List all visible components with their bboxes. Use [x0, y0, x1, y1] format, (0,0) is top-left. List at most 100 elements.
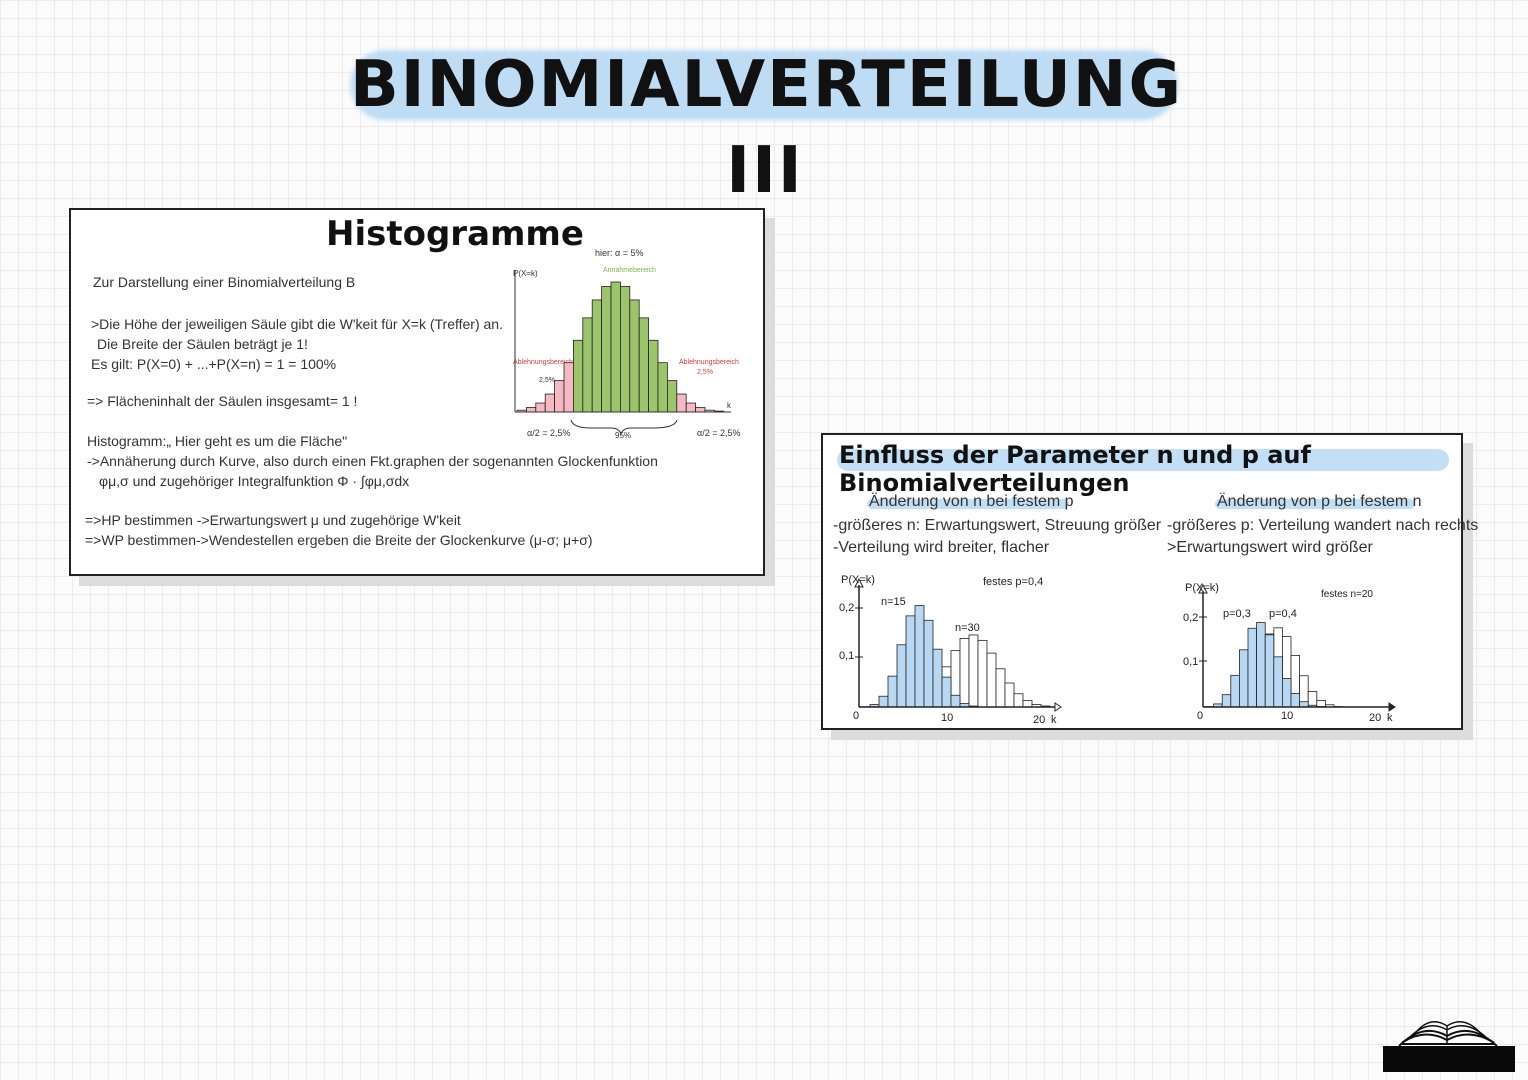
- right-line: >Erwartungswert wird größer: [1167, 539, 1373, 556]
- bar-n15: [878, 695, 889, 708]
- n-change-chart: P(X=k) festes p=0,4 n=15 n=30 0,2 0,1 0 …: [839, 574, 1062, 725]
- heading-highlight: [867, 499, 1069, 509]
- right-heading: Änderung von p bei festem n: [1217, 493, 1422, 510]
- bar-n15: [905, 615, 916, 708]
- series-label-n30: n=30: [955, 622, 980, 634]
- text-line: => Flächeninhalt der Säulen insgesamt= 1…: [87, 393, 358, 409]
- bar-n30: [1022, 700, 1033, 708]
- bar-n30: [1004, 682, 1015, 708]
- title-banner: BINOMIALVERTEILUNG III: [350, 42, 1181, 208]
- x-tick-label: 10: [1281, 710, 1293, 722]
- einfluss-title: Einfluss der Parameter n und p auf Binom…: [839, 441, 1311, 497]
- text-line: Es gilt: P(X=0) + ...+P(X=n) = 1 = 100%: [91, 356, 337, 372]
- bar-n30: [986, 652, 997, 708]
- einfluss-card: Einfluss der Parameter n und p auf Binom…: [821, 433, 1478, 730]
- x-tick-label: 0: [853, 710, 859, 722]
- text-line: Histogramm:„ Hier geht es um die Fläche": [87, 433, 348, 449]
- histogramme-card: Histogramme Zur Darstellung einer Binomi…: [69, 208, 765, 576]
- bar-n30: [968, 634, 979, 708]
- histogram-bar: [582, 317, 593, 413]
- x-axis-label: k: [727, 401, 732, 410]
- bar-n30: [1013, 693, 1024, 708]
- histogram-bar: [610, 281, 621, 413]
- histogram-bar: [685, 402, 696, 413]
- histogram-bar: [620, 286, 631, 413]
- note-label: hier: α = 5%: [595, 248, 643, 258]
- x-axis-label: k: [1387, 712, 1393, 724]
- x-tick-label: 20: [1033, 714, 1045, 725]
- text-line: φμ,σ und zugehöriger Integralfunktion Φ …: [99, 473, 410, 489]
- annotation-left-pct: 2,5%: [539, 377, 555, 384]
- histogram-bar: [629, 299, 640, 413]
- bar-n15: [923, 619, 934, 708]
- bar-p04: [1316, 700, 1326, 708]
- left-line: -Verteilung wird breiter, flacher: [833, 539, 1050, 556]
- y-tick-label: 0,1: [839, 650, 854, 662]
- histogram-bar: [601, 286, 612, 413]
- x-axis-label: k: [1051, 714, 1057, 725]
- histogramme-title: Histogramme: [326, 214, 584, 254]
- left-heading: Änderung von n bei festem p: [869, 493, 1074, 510]
- bar-n15: [941, 676, 952, 708]
- y-tick-label: 0,2: [1183, 612, 1198, 624]
- bar-p03: [1273, 656, 1283, 708]
- bar-p03: [1256, 622, 1266, 708]
- bar-n30: [959, 638, 970, 708]
- annotation-accept: Annahmebereich: [603, 267, 656, 274]
- text-line: =>WP bestimmen->Wendestellen ergeben die…: [85, 532, 593, 548]
- bar-n30: [995, 668, 1006, 708]
- note-label: festes p=0,4: [983, 576, 1043, 588]
- heading-highlight: [1215, 499, 1415, 509]
- book-icon: [1398, 1021, 1498, 1047]
- histogram-bar: [554, 380, 565, 413]
- histogram-bar: [563, 362, 574, 413]
- annotation-95: 95%: [615, 431, 631, 440]
- x-tick-label: 10: [941, 712, 953, 724]
- text-line: Zur Darstellung einer Binomialverteilung…: [93, 274, 356, 290]
- histogram-bar: [573, 339, 584, 413]
- bar-p03: [1299, 701, 1309, 708]
- page-title: BINOMIALVERTEILUNG III: [350, 48, 1183, 208]
- histogram-bar: [525, 407, 537, 413]
- p-change-chart: P(X=k) festes n=20 p=0,3 p=0,4 0,2 0,1 0…: [1183, 582, 1396, 724]
- bar-n15: [896, 644, 907, 708]
- book-logo: [1383, 1021, 1515, 1072]
- text-line: Die Breite der Säulen beträgt je 1!: [97, 336, 308, 352]
- bar-p03: [1221, 694, 1232, 708]
- bar-p03: [1290, 692, 1301, 708]
- histogram-bar: [544, 393, 556, 413]
- annotation-alpha-left: α/2 = 2,5%: [527, 428, 570, 438]
- text-line: ->Annäherung durch Kurve, also durch ein…: [87, 453, 658, 469]
- histogram-bar: [638, 317, 649, 413]
- annotation-reject-left: Ablehnungsbereich: [513, 359, 573, 366]
- left-line: -größeres n: Erwartungswert, Streuung gr…: [833, 517, 1162, 534]
- x-tick-label: 20: [1369, 712, 1381, 724]
- text-line: >Die Höhe der jeweiligen Säule gibt die …: [91, 316, 503, 332]
- bar-n15: [887, 675, 898, 708]
- bar-p03: [1264, 634, 1275, 708]
- x-tick-label: 0: [1197, 710, 1203, 722]
- annotation-right-pct: 2,5%: [697, 369, 713, 376]
- y-axis-label: P(X=k): [513, 269, 538, 278]
- annotation-alpha-right: α/2 = 2,5%: [697, 428, 740, 438]
- bar-p03: [1247, 627, 1258, 708]
- series-label-n15: n=15: [881, 596, 906, 608]
- annotation-reject-right: Ablehnungsbereich: [679, 359, 739, 366]
- series-label-p04: p=0,4: [1269, 608, 1297, 620]
- histogram-bar: [695, 407, 706, 413]
- bar-p03: [1230, 674, 1240, 708]
- histogram-bar: [676, 393, 687, 413]
- text-line: =>HP bestimmen ->Erwartungswert μ und zu…: [85, 512, 461, 528]
- bar-n15: [932, 648, 943, 708]
- y-tick-label: 0,1: [1183, 656, 1198, 668]
- bar-p04: [1307, 691, 1318, 708]
- bar-p03: [1282, 678, 1292, 708]
- bar-n15: [914, 605, 925, 708]
- histogram-bar: [648, 339, 659, 413]
- title-highlight: [837, 449, 1449, 471]
- bar-p03: [1239, 649, 1249, 708]
- title-highlight: [350, 50, 1178, 120]
- histogram-bar: [535, 402, 546, 413]
- y-tick-label: 0,2: [839, 602, 854, 614]
- histogram-chart: hier: α = 5% P(X=k) k Annahmebereich Abl…: [513, 248, 740, 440]
